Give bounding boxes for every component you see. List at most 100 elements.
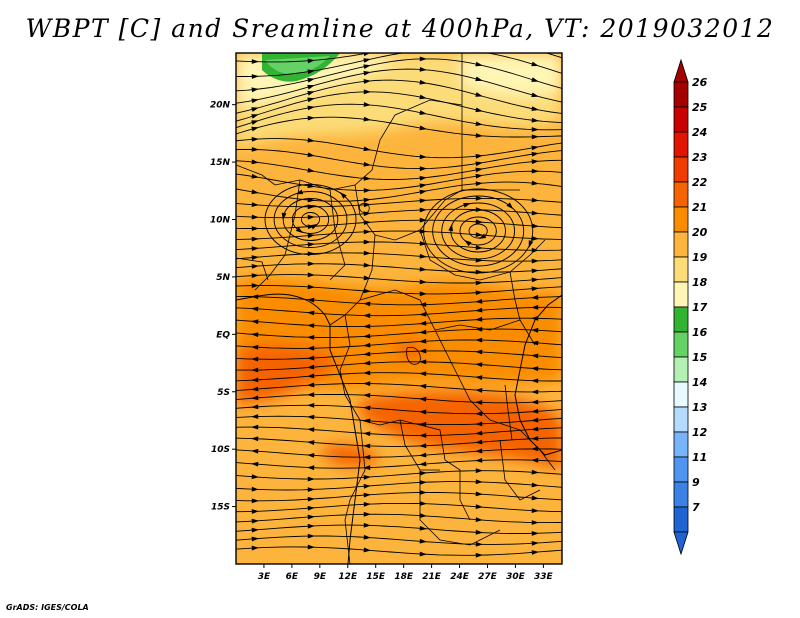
colorbar-label: 24 bbox=[692, 126, 707, 139]
streamline-arrowhead bbox=[251, 126, 259, 132]
streamline-arrowhead bbox=[251, 498, 259, 504]
streamline-arrowhead bbox=[531, 482, 539, 488]
streamline bbox=[236, 404, 562, 415]
streamline-arrowhead bbox=[251, 214, 259, 220]
streamline-arrowhead bbox=[307, 105, 315, 111]
streamline-arrowhead bbox=[419, 125, 427, 131]
streamline-arrowhead bbox=[419, 189, 427, 195]
streamline-arrowhead bbox=[307, 523, 315, 529]
streamline-arrowhead bbox=[307, 91, 315, 96]
x-tick-label: 33E bbox=[534, 572, 554, 582]
streamline-arrowhead bbox=[419, 56, 427, 62]
field-22c-south bbox=[320, 444, 380, 467]
streamline-arrowhead bbox=[419, 311, 427, 317]
colorbar-bottom-arrow bbox=[673, 531, 689, 556]
streamline bbox=[236, 361, 562, 371]
y-tick-label: 10N bbox=[210, 216, 231, 226]
colorbar-label: 11 bbox=[692, 451, 707, 464]
streamline-arrowhead bbox=[363, 79, 371, 84]
colorbar-segment bbox=[673, 506, 689, 533]
streamline-arrowhead bbox=[475, 529, 483, 535]
streamline bbox=[236, 317, 562, 328]
streamline-arrowhead bbox=[251, 98, 259, 104]
streamline-arrowhead bbox=[464, 239, 472, 247]
streamline-arrowhead bbox=[419, 279, 427, 285]
streamline-arrowhead bbox=[475, 326, 483, 332]
streamline bbox=[236, 170, 562, 191]
streamline-arrowhead bbox=[475, 468, 483, 474]
streamline-arrowhead bbox=[475, 541, 483, 547]
streamline-arrowhead bbox=[419, 348, 427, 354]
streamline-arrowhead bbox=[251, 536, 259, 542]
streamline-arrowhead bbox=[531, 531, 539, 536]
field-18c-ne bbox=[462, 53, 562, 96]
streamline-arrowhead bbox=[419, 66, 427, 72]
streamline-arrowhead bbox=[307, 69, 315, 75]
streamline bbox=[236, 339, 562, 349]
streamline bbox=[236, 524, 562, 534]
streamline-arrowhead bbox=[531, 197, 539, 203]
streamline-arrowhead bbox=[419, 490, 427, 495]
streamline-arrowhead bbox=[363, 370, 371, 376]
streamline-arrowhead bbox=[363, 492, 371, 498]
streamline-arrowhead bbox=[363, 443, 371, 449]
streamline-arrowhead bbox=[475, 121, 483, 127]
streamline-arrowhead bbox=[307, 297, 315, 303]
streamline-arrowhead bbox=[307, 373, 315, 379]
streamline-arrowhead bbox=[531, 117, 539, 123]
streamline-arrowhead bbox=[251, 147, 259, 152]
streamline-arrowhead bbox=[363, 418, 371, 424]
x-tick-label: 24E bbox=[450, 572, 470, 582]
colorbar-segment bbox=[673, 306, 689, 333]
streamline-arrowhead bbox=[307, 465, 315, 471]
x-tick-label: 6E bbox=[286, 572, 299, 582]
streamline-arrowhead bbox=[419, 79, 427, 85]
streamline-arrowhead bbox=[419, 154, 427, 160]
y-tick-label: 20N bbox=[210, 101, 231, 111]
coastline-west bbox=[236, 293, 361, 564]
streamline-arrowhead bbox=[363, 501, 371, 507]
streamline-arrowhead bbox=[363, 202, 371, 208]
streamline-arrowhead bbox=[475, 387, 483, 393]
colorbar-segment bbox=[673, 181, 689, 208]
y-tick-label: 15N bbox=[210, 158, 231, 168]
streamline-arrowhead bbox=[307, 310, 315, 316]
streamline-arrowhead bbox=[475, 375, 483, 380]
streamline-arrowhead bbox=[531, 295, 539, 300]
streamline-arrowhead bbox=[251, 404, 259, 410]
chart-title: WBPT [C] and Sreamline at 400hPa, VT: 20… bbox=[25, 14, 775, 43]
streamline-arrowhead bbox=[475, 61, 483, 67]
streamline-arrowhead bbox=[531, 408, 539, 414]
streamline-arrowhead bbox=[363, 70, 371, 76]
streamline-arrowhead bbox=[251, 264, 259, 269]
streamline-arrowhead bbox=[419, 371, 427, 377]
streamline-arrowhead bbox=[419, 228, 427, 234]
streamline-arrowhead bbox=[419, 359, 427, 365]
streamline bbox=[236, 459, 562, 469]
streamline bbox=[236, 328, 562, 338]
streamline-arrowhead bbox=[531, 236, 539, 241]
streamline-arrowhead bbox=[251, 107, 259, 112]
x-tick-label: 3E bbox=[258, 572, 271, 582]
streamline-arrowhead bbox=[475, 457, 483, 463]
wbpt-field bbox=[236, 47, 562, 564]
streamline-arrowhead bbox=[339, 191, 347, 199]
streamline-arrowhead bbox=[531, 47, 539, 52]
streamline-arrowhead bbox=[419, 110, 427, 115]
streamline bbox=[236, 535, 562, 545]
streamline-arrowhead bbox=[363, 351, 371, 357]
streamline-arrowhead bbox=[363, 333, 371, 339]
streamline-arrowhead bbox=[531, 508, 539, 514]
streamline-arrowhead bbox=[475, 195, 483, 201]
streamline-arrowhead bbox=[251, 283, 259, 288]
streamline-arrowhead bbox=[363, 342, 371, 348]
y-tick-label: 15S bbox=[211, 503, 230, 513]
streamline-arrowhead bbox=[475, 448, 483, 454]
streamline-arrowhead bbox=[363, 454, 371, 460]
streamline-arrowhead bbox=[531, 134, 539, 140]
streamline-arrowhead bbox=[531, 92, 539, 98]
streamline-arrowhead bbox=[363, 511, 371, 517]
streamline-arrowhead bbox=[307, 345, 315, 351]
streamline-arrowhead bbox=[251, 74, 259, 79]
streamline-arrowhead bbox=[531, 340, 539, 346]
